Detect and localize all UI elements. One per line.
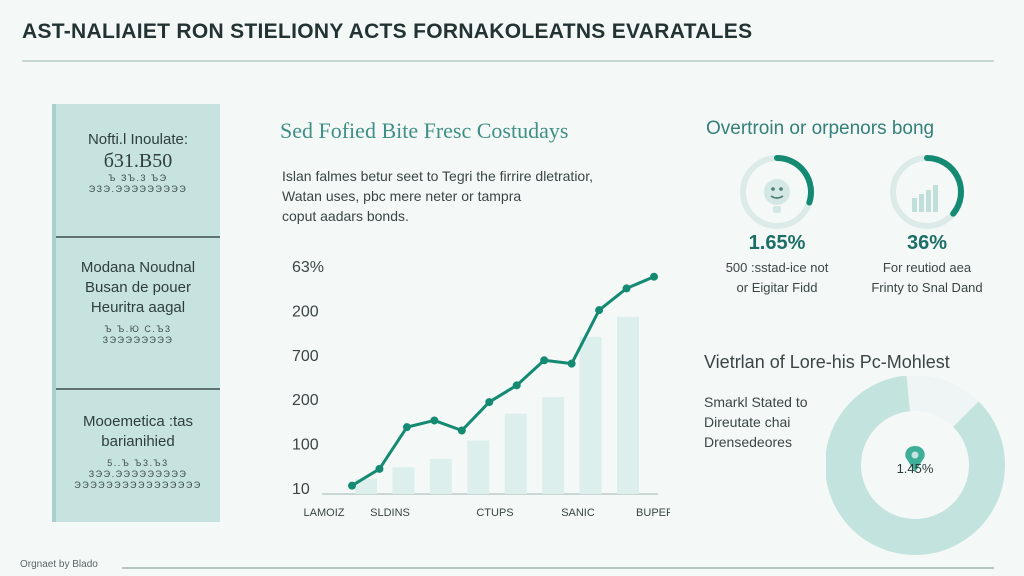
chart-description-line: Watan uses, pbc mere neter or tampra (282, 188, 522, 204)
series-line (351, 275, 655, 487)
stat-gauge (890, 155, 964, 229)
y-tick-label: 200 (292, 303, 319, 320)
stat-value: 36% (906, 232, 948, 254)
sidebar-card-label: Mooemetica :tas (82, 413, 194, 430)
gauge-arc (774, 155, 814, 206)
stat-caption-line: For reutiod aea (882, 260, 972, 275)
chart-bar (467, 440, 490, 494)
series-point (622, 284, 631, 293)
stat-caption-line: 500 :sstad-ice not (725, 260, 829, 275)
growth-chart: 63% 200 700 200 100 10 LAMOIZ SLDINS CTUPS SANIC B… (292, 259, 670, 519)
chart-bar (355, 478, 377, 494)
series-point (348, 481, 356, 490)
series-point (567, 359, 576, 368)
stat-caption-line: or Eigitar Fidd (736, 280, 818, 295)
chart-description: Islan falmes betur seet to Tegri the fir… (282, 166, 662, 226)
series-point (457, 426, 466, 435)
x-tick-label: LAMOIZ (304, 507, 345, 519)
stat-value: 1.65% (748, 232, 806, 254)
chart-description-line: coput aadars bonds. (282, 208, 409, 224)
series-point (375, 464, 384, 473)
stat-caption: For reutiod aea Frinty to Snal Dand (842, 258, 1012, 298)
series-point (540, 356, 549, 365)
y-tick-label: 10 (292, 481, 310, 498)
x-tick-label: SANIC (561, 507, 595, 519)
series-point (430, 416, 439, 425)
sidebar-card-label: barianihied (101, 433, 175, 450)
x-tick-label: CTUPS (476, 507, 513, 519)
stat-caption: 500 :sstad-ice not or Eigitar Fidd (692, 258, 862, 298)
chart-bar (429, 458, 452, 494)
sidebar-card-note: Ъ ЗЪ.3 ЪЭ (108, 173, 168, 183)
region-donut (826, 376, 1005, 555)
sidebar-card-2: Modana Noudnal Busan de pouer Heuritra a… (56, 258, 220, 346)
bar-chart-icon (912, 185, 938, 212)
sidebar-card-label: Busan de pouer (85, 279, 191, 296)
region-description: Smarkl Stated to Direutate chai Drensede… (704, 392, 808, 452)
sidebar-card-note: ЗЭЭ.ЭЭЭЭЭЭЭЭЭ (88, 469, 188, 479)
y-tick-label: 200 (292, 392, 319, 409)
sidebar-divider (56, 388, 220, 390)
footer-credit: Orgnaet by Blado (20, 559, 98, 570)
sidebar-divider (56, 236, 220, 238)
series-point (512, 381, 521, 390)
overview-stat-2: 36% For reutiod aea Frinty to Snal Dand (862, 150, 992, 295)
chart-description-line: Islan falmes betur seet to Tegri the fir… (282, 168, 593, 184)
region-title: Vietrlan of Lore-his Pc-Mohlest (704, 352, 950, 372)
chart-bar (579, 336, 602, 494)
chart-bar (392, 467, 415, 494)
y-tick-label: 700 (292, 348, 319, 365)
face-icon (764, 179, 790, 213)
series-point (595, 306, 604, 315)
y-tick-label: 63% (292, 259, 324, 276)
chart-bar (504, 413, 527, 494)
region-description-line: Drensedeores (704, 434, 792, 450)
overview-stat-1: 1.65% 500 :sstad-ice not or Eigitar Fidd (712, 150, 842, 295)
sidebar: Nofti.l Inoulate: б31.B50 Ъ ЗЪ.3 ЪЭ ЭЗЭ.… (52, 104, 220, 522)
sidebar-card-note: ЭЭЭЭЭЭЭЭЭЭЭЭЭЭЭЭ (74, 480, 202, 490)
sidebar-card-label: Modana Noudnal (80, 259, 196, 276)
region-description-line: Direutate chai (704, 414, 791, 430)
series-point (485, 398, 494, 407)
sidebar-card-note: ЭЗЭ.ЭЭЭЭЭЭЭЭЭ (88, 184, 188, 194)
series-point (402, 423, 411, 432)
region-description-line: Smarkl Stated to (704, 394, 808, 410)
sidebar-card-1: Nofti.l Inoulate: б31.B50 Ъ ЗЪ.3 ЪЭ ЭЗЭ.… (56, 130, 220, 195)
sidebar-card-label: Heuritra aagal (90, 299, 186, 316)
chart-title: Sed Fofied Bite Fresc Costudays (280, 118, 569, 143)
stat-caption-line: Frinty to Snal Dand (871, 280, 983, 295)
sidebar-card-note: 5..Ъ Ъ3.Ъ3 (107, 458, 169, 468)
sidebar-card-note: Ъ Ъ.Ю С.Ъ3 (104, 324, 172, 334)
page-title: AST-NALIAIET RON STIELIONY ACTS FORNAKOL… (22, 20, 753, 43)
x-tick-label: BUPER (636, 507, 670, 519)
footer-divider (122, 567, 994, 569)
chart-bar (617, 316, 639, 494)
title-divider (22, 60, 994, 62)
sidebar-card-3: Mooemetica :tas barianihied 5..Ъ Ъ3.Ъ3 З… (56, 412, 220, 491)
sidebar-card-note: ЗЭЭЭЭЭЭЭЭ (102, 335, 174, 345)
stat-gauge (740, 155, 814, 229)
donut-arc (826, 376, 1005, 555)
chart-bar (542, 397, 565, 494)
x-tick-label: SLDINS (370, 507, 410, 519)
gauge-arc (924, 155, 964, 217)
sidebar-card-label: Nofti.l Inoulate: (87, 131, 189, 148)
overview-title: Overtroin or orpenors bong (706, 118, 935, 139)
location-pin-icon (905, 446, 925, 472)
series-point (650, 272, 658, 281)
y-tick-label: 100 (292, 437, 319, 454)
sidebar-card-value: б31.B50 (103, 150, 173, 172)
region-value: 1.45% (896, 461, 934, 476)
